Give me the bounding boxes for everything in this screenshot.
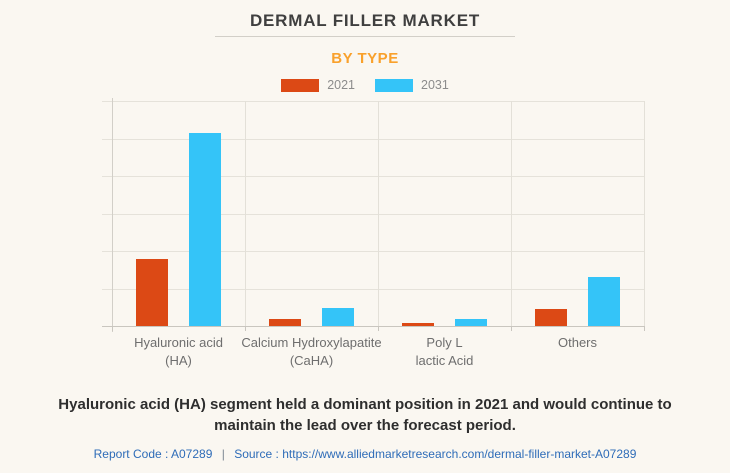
vertical-gridline	[643, 101, 645, 326]
legend-item-2031[interactable]: 2031	[375, 78, 449, 92]
x-axis-label-line: Hyaluronic acid	[134, 335, 223, 350]
horizontal-gridline	[102, 101, 644, 102]
source-link[interactable]: https://www.alliedmarketresearch.com/der…	[282, 447, 637, 461]
x-axis-label: Hyaluronic acid (HA)	[134, 334, 223, 370]
title-divider	[215, 36, 515, 37]
chart-annotation-text: Hyaluronic acid (HA) segment held a domi…	[58, 396, 672, 434]
x-axis-tick	[244, 326, 246, 331]
x-axis-tick	[643, 326, 645, 331]
bar-2031-hyaluronic-acid-ha	[189, 132, 221, 326]
x-axis-label-line: (HA)	[165, 353, 192, 368]
report-source-line: Report Code : A07289 | Source : https://…	[0, 447, 730, 461]
x-axis-label-line: Poly L	[426, 335, 463, 350]
horizontal-gridline	[102, 251, 644, 252]
report-code: Report Code : A07289	[93, 447, 213, 461]
chart-legend: 2021 2031	[0, 78, 730, 92]
horizontal-gridline	[102, 288, 644, 290]
legend-item-2021[interactable]: 2021	[281, 78, 355, 92]
x-axis-tick	[111, 326, 113, 331]
chart-subtitle: BY TYPE	[331, 50, 399, 67]
plot-area	[102, 98, 645, 332]
vertical-gridline	[510, 101, 512, 326]
page-title: DERMAL FILLER MARKET	[249, 11, 481, 30]
bar-2021-hyaluronic-acid-ha	[136, 258, 168, 326]
x-axis-label: Others	[558, 334, 597, 352]
bar-2021-poly-l-lactic-acid	[402, 322, 434, 326]
x-axis-label: Calcium Hydroxylapatite (CaHA)	[241, 334, 381, 370]
chart-annotation: Hyaluronic acid (HA) segment held a domi…	[0, 394, 730, 436]
source-label: Source :	[234, 447, 279, 461]
legend-label-2031: 2031	[421, 78, 449, 92]
x-axis-tick	[510, 326, 512, 331]
x-axis-label-line: (CaHA)	[289, 353, 334, 368]
separator: |	[221, 447, 225, 461]
bar-2021-others	[535, 309, 567, 326]
x-axis-label-line: Others	[557, 335, 598, 350]
y-axis-line	[112, 98, 113, 332]
x-axis-label: Poly L lactic Acid	[416, 334, 474, 370]
bar-2031-calcium-hydroxylapatite-caha	[322, 308, 354, 326]
horizontal-gridline	[102, 138, 644, 140]
legend-label-2021: 2021	[327, 78, 355, 92]
legend-swatch-2021	[281, 78, 320, 92]
bar-2031-others	[588, 276, 620, 326]
x-axis-baseline	[102, 326, 644, 327]
bar-2031-poly-l-lactic-acid	[455, 319, 487, 326]
vertical-gridline	[244, 101, 246, 326]
horizontal-gridline	[102, 213, 644, 215]
legend-swatch-2031	[375, 78, 413, 92]
x-axis-label-line: Calcium Hydroxylapatite	[241, 335, 382, 350]
x-axis-labels: Hyaluronic acid (HA) Calcium Hydroxylapati…	[112, 334, 644, 374]
x-axis-label-line: lactic Acid	[415, 353, 474, 368]
horizontal-gridline	[102, 176, 644, 177]
vertical-gridline	[377, 101, 379, 326]
x-axis-tick	[377, 326, 379, 331]
bar-2021-calcium-hydroxylapatite-caha	[269, 319, 301, 326]
